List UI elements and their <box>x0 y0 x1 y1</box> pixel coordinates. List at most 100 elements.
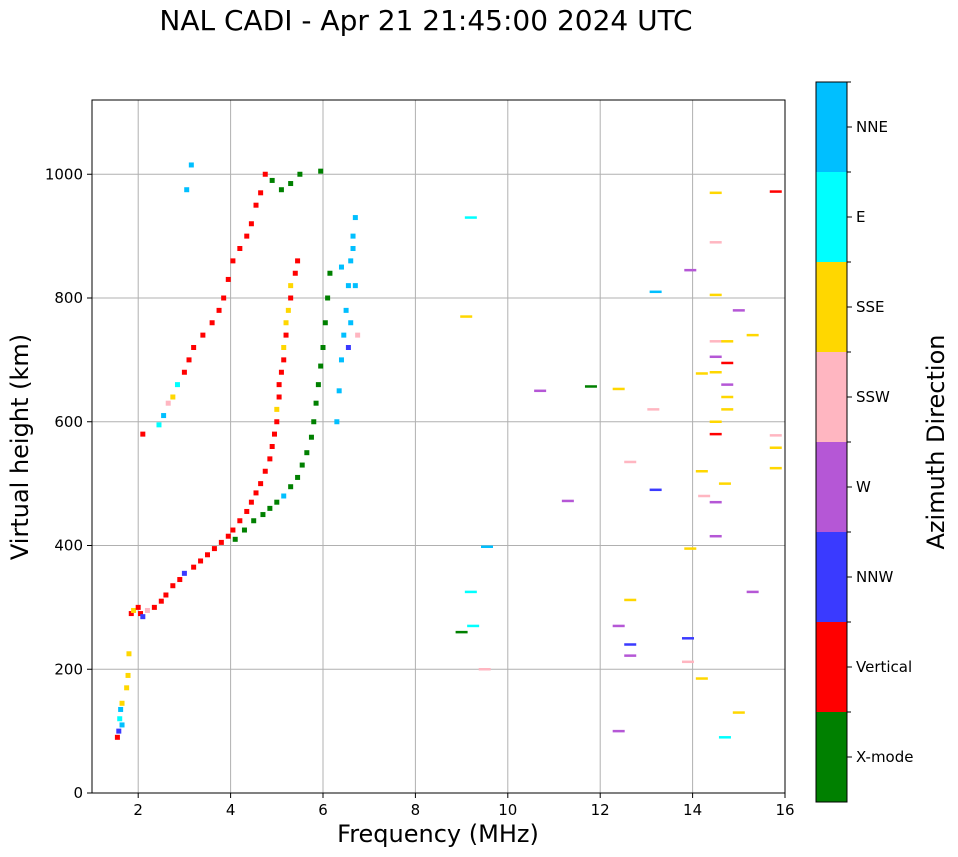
y-tick-label: 1000 <box>45 165 83 183</box>
chart-title: NAL CADI - Apr 21 21:45:00 2024 UTC <box>159 4 693 37</box>
y-tick-label: 200 <box>54 660 83 678</box>
data-point <box>140 614 146 620</box>
data-point <box>114 734 120 740</box>
data-point <box>248 499 254 505</box>
data-point <box>198 558 204 564</box>
data-point <box>283 320 289 326</box>
data-point <box>174 382 180 388</box>
x-tick-label: 8 <box>411 801 421 819</box>
data-point <box>253 202 259 208</box>
data-point <box>278 369 284 375</box>
data-point <box>244 508 250 514</box>
data-point <box>481 545 494 548</box>
data-point <box>624 598 637 602</box>
data-point <box>732 711 745 714</box>
data-point <box>119 722 125 728</box>
data-point <box>315 382 321 388</box>
data-point <box>267 456 273 462</box>
data-point <box>322 320 328 326</box>
data-point <box>151 604 157 610</box>
data-point <box>116 728 122 734</box>
data-point <box>584 385 597 388</box>
x-tick-label: 10 <box>498 801 517 819</box>
y-tick-label: 400 <box>54 537 83 555</box>
data-point <box>158 598 164 604</box>
data-point <box>260 512 266 518</box>
data-point <box>721 395 734 399</box>
data-point <box>230 258 236 264</box>
data-point <box>709 534 722 538</box>
data-point <box>709 371 722 374</box>
data-point <box>721 340 734 343</box>
data-point <box>177 577 183 583</box>
data-point <box>681 660 694 664</box>
data-point <box>181 369 187 375</box>
data-point <box>288 295 294 301</box>
data-point <box>276 394 282 400</box>
data-point <box>318 168 324 174</box>
y-axis-ticks: 0 200 400 600 800 1000 <box>45 165 92 802</box>
data-point <box>165 400 171 406</box>
data-point <box>348 258 354 264</box>
data-point <box>232 536 238 542</box>
data-point <box>695 372 708 375</box>
data-point <box>128 611 134 617</box>
data-point <box>352 215 358 221</box>
x-axis-ticks: 2 4 6 8 10 12 14 16 <box>133 793 795 819</box>
data-point <box>350 233 356 239</box>
data-point <box>464 590 477 594</box>
data-point <box>237 518 243 524</box>
data-point <box>612 387 625 391</box>
data-point <box>709 191 722 195</box>
data-point <box>304 450 310 456</box>
data-point <box>467 624 480 628</box>
data-point <box>118 706 124 712</box>
colorbar-swatch <box>816 262 847 352</box>
data-point <box>117 716 123 722</box>
data-point <box>170 583 176 589</box>
data-point <box>251 518 257 524</box>
data-point <box>721 361 734 365</box>
data-point <box>336 388 342 394</box>
data-point <box>684 268 697 272</box>
data-point <box>119 700 125 706</box>
colorbar-swatch <box>816 532 847 622</box>
data-point <box>225 276 231 282</box>
data-point <box>283 332 289 338</box>
data-point <box>135 604 141 610</box>
data-point <box>320 345 326 350</box>
colorbar-label: Azimuth Direction <box>922 335 950 550</box>
data-point <box>350 246 356 251</box>
data-point <box>269 177 275 183</box>
data-point <box>237 246 243 251</box>
data-point <box>205 552 210 558</box>
data-point <box>718 482 731 485</box>
y-tick-label: 600 <box>54 413 83 431</box>
data-point <box>281 357 287 363</box>
data-point <box>262 468 268 474</box>
data-point <box>709 340 722 343</box>
data-point <box>718 736 731 739</box>
data-point <box>278 187 284 193</box>
colorbar-tick-label: NNW <box>856 568 893 586</box>
data-point <box>140 431 146 437</box>
data-point <box>188 162 194 168</box>
data-point <box>348 320 354 326</box>
colorbar-swatch <box>816 172 847 262</box>
colorbar-tick-label: X-mode <box>856 748 913 766</box>
data-point <box>561 499 574 503</box>
data-point <box>126 651 132 657</box>
data-point <box>624 643 637 646</box>
data-point <box>769 466 782 470</box>
data-point <box>308 434 314 440</box>
x-tick-label: 16 <box>775 801 794 819</box>
data-point <box>343 307 349 313</box>
plot-background <box>92 100 785 793</box>
x-tick-label: 6 <box>318 801 328 819</box>
data-point <box>186 357 192 363</box>
data-point <box>191 564 197 570</box>
data-point <box>274 419 280 425</box>
data-point <box>647 408 660 411</box>
data-point <box>338 357 344 363</box>
